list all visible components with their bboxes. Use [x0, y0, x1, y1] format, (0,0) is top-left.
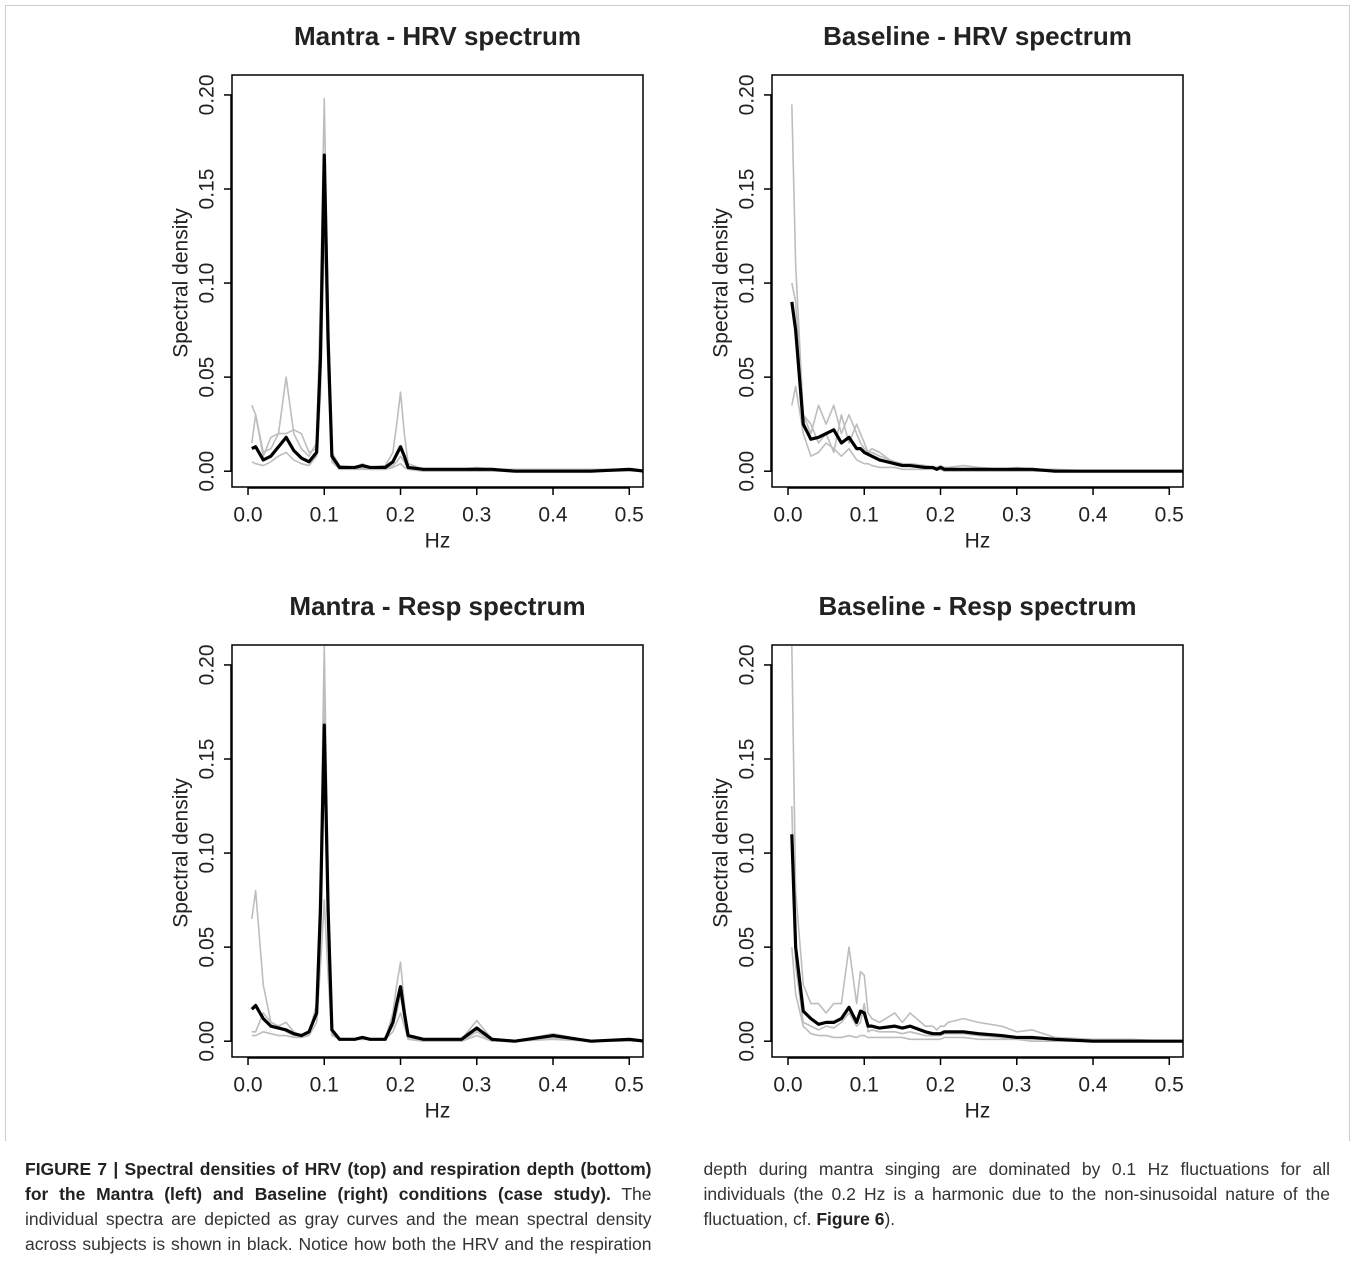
y-tick-label: 0.10: [736, 263, 759, 304]
caption-label: FIGURE 7 |: [25, 1159, 119, 1179]
y-axis-label: Spectral density: [170, 208, 193, 358]
x-tick-label: 0.2: [926, 1074, 955, 1097]
spectrum-line: [791, 646, 1183, 1042]
x-tick-label: 0.0: [773, 1074, 802, 1097]
spectrum-line: [791, 282, 1183, 472]
y-tick-label: 0.05: [196, 357, 219, 398]
x-tick-label: 0.5: [615, 504, 644, 527]
y-tick-label: 0.20: [196, 75, 219, 116]
y-tick-label: 0.00: [736, 451, 759, 492]
y-tick-label: 0.20: [196, 645, 219, 686]
x-tick-label: 0.3: [1002, 1074, 1031, 1097]
y-tick-label: 0.05: [736, 927, 759, 968]
y-tick-label: 0.15: [196, 739, 219, 780]
x-tick-label: 0.0: [773, 504, 802, 527]
plot-box: [231, 644, 644, 1058]
x-axis-label: Hz: [425, 1100, 451, 1123]
x-tick-label: 0.3: [462, 504, 491, 527]
x-axis-label: Hz: [425, 530, 451, 553]
spectrum-line: [791, 385, 1183, 472]
spectrum-line: [251, 692, 643, 1042]
x-tick-label: 0.4: [538, 504, 568, 527]
figure: Mantra - HRV spectrum 0.0 0.1 0.2 0.3 0.4 0.5 0…: [170, 21, 1184, 1123]
x-tick-label: 0.4: [538, 1074, 568, 1097]
plot-box: [231, 74, 644, 488]
spectrum-line: [251, 188, 643, 472]
panel: Baseline - Resp spectrum 0.0 0.1 0.2 0.3 0.4 0…: [710, 591, 1184, 1123]
spectrum-line: [251, 899, 643, 1042]
y-tick-label: 0.10: [196, 833, 219, 874]
x-tick-label: 0.5: [1155, 1074, 1184, 1097]
x-tick-label: 0.1: [310, 1074, 339, 1097]
spectrum-line: [791, 806, 1183, 1042]
caption-end: ).: [884, 1209, 896, 1229]
x-axis-label: Hz: [965, 1100, 991, 1123]
spectrum-line: [251, 97, 643, 472]
panel: Baseline - HRV spectrum 0.0 0.1 0.2 0.3 0.4 0.…: [710, 21, 1184, 553]
y-tick-label: 0.00: [736, 1021, 759, 1062]
x-tick-label: 0.4: [1078, 1074, 1108, 1097]
plot-box: [771, 74, 1184, 488]
spectrum-line: [790, 834, 1183, 1043]
spectrum-line: [791, 947, 1183, 1042]
plot-box: [771, 644, 1184, 1058]
y-axis-label: Spectral density: [710, 778, 733, 928]
spectrum-line: [791, 104, 1183, 472]
y-tick-label: 0.00: [196, 1021, 219, 1062]
y-axis-label: Spectral density: [170, 778, 193, 928]
spectrum-line: [250, 723, 643, 1043]
y-axis-label: Spectral density: [710, 208, 733, 358]
y-tick-label: 0.00: [196, 451, 219, 492]
x-tick-label: 0.0: [233, 504, 262, 527]
x-axis-label: Hz: [965, 530, 991, 553]
spectrum-line: [251, 153, 643, 473]
y-tick-label: 0.20: [736, 75, 759, 116]
y-tick-label: 0.10: [196, 263, 219, 304]
caption-ref: Figure 6: [816, 1209, 885, 1229]
panel: Mantra - HRV spectrum 0.0 0.1 0.2 0.3 0.4 0.5 0…: [170, 21, 644, 553]
x-tick-label: 0.2: [926, 504, 955, 527]
x-tick-label: 0.4: [1078, 504, 1108, 527]
y-tick-label: 0.15: [196, 169, 219, 210]
caption-title: Spectral densities of HRV (top) and resp…: [25, 1159, 652, 1204]
figure-frame: [5, 5, 1350, 1141]
x-tick-label: 0.3: [462, 1074, 491, 1097]
y-tick-label: 0.20: [736, 645, 759, 686]
spectrum-line: [251, 645, 643, 1042]
caption: FIGURE 7 | Spectral densities of HRV (to…: [25, 1157, 1330, 1261]
x-tick-label: 0.0: [233, 1074, 262, 1097]
x-tick-label: 0.2: [386, 504, 415, 527]
x-tick-label: 0.1: [850, 1074, 879, 1097]
y-tick-label: 0.10: [736, 833, 759, 874]
x-tick-label: 0.3: [1002, 504, 1031, 527]
x-tick-label: 0.5: [615, 1074, 644, 1097]
y-tick-label: 0.05: [196, 927, 219, 968]
x-tick-label: 0.1: [310, 504, 339, 527]
y-tick-label: 0.15: [736, 739, 759, 780]
y-tick-label: 0.05: [736, 357, 759, 398]
chart-title: Baseline - HRV spectrum: [823, 21, 1132, 51]
spectrum-line: [790, 301, 1183, 473]
x-tick-label: 0.2: [386, 1074, 415, 1097]
chart-title: Mantra - HRV spectrum: [294, 21, 581, 51]
spectrum-line: [251, 225, 643, 472]
x-tick-label: 0.1: [850, 504, 879, 527]
y-tick-label: 0.15: [736, 169, 759, 210]
caption-text: The individual spectra are depicted as g…: [25, 1159, 1330, 1254]
x-tick-label: 0.5: [1155, 504, 1184, 527]
panel: Mantra - Resp spectrum 0.0 0.1 0.2 0.3 0.4 0.5…: [170, 591, 644, 1123]
chart-title: Baseline - Resp spectrum: [819, 591, 1137, 621]
chart-title: Mantra - Resp spectrum: [289, 591, 585, 621]
